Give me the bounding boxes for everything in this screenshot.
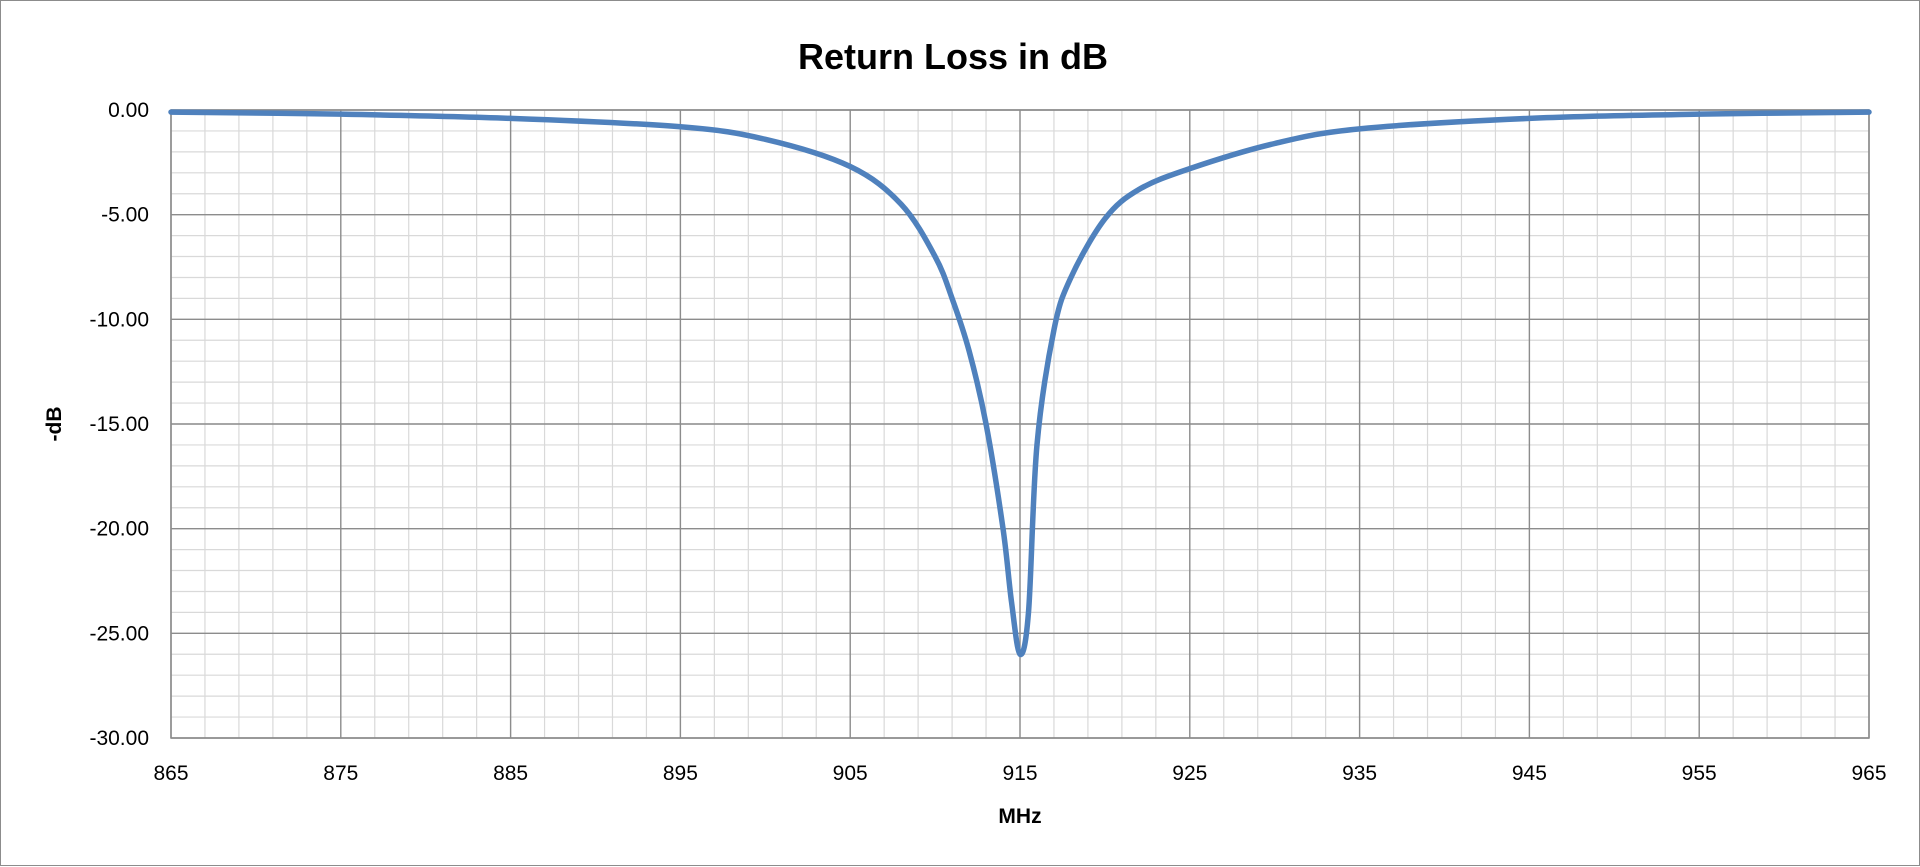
major-gridlines bbox=[170, 109, 1870, 739]
x-tick-label: 955 bbox=[1682, 762, 1717, 785]
x-tick-label: 915 bbox=[1002, 762, 1037, 785]
y-tick-label: -30.00 bbox=[89, 727, 149, 750]
series-layer bbox=[168, 109, 1872, 658]
y-tick-label: 0.00 bbox=[108, 99, 149, 122]
y-tick-label: -10.00 bbox=[89, 308, 149, 331]
y-axis-title: -dB bbox=[43, 407, 66, 442]
x-tick-label: 885 bbox=[493, 762, 528, 785]
x-tick-label: 865 bbox=[153, 762, 188, 785]
x-tick-label: 965 bbox=[1851, 762, 1886, 785]
y-tick-label: -25.00 bbox=[89, 622, 149, 645]
y-tick-label: -20.00 bbox=[89, 518, 149, 541]
chart-title: Return Loss in dB bbox=[798, 36, 1108, 77]
x-tick-label: 945 bbox=[1512, 762, 1547, 785]
x-axis-title: MHz bbox=[998, 805, 1041, 828]
x-tick-label: 895 bbox=[663, 762, 698, 785]
x-tick-label: 925 bbox=[1172, 762, 1207, 785]
plot-area-border bbox=[170, 109, 1870, 739]
y-tick-label: -15.00 bbox=[89, 413, 149, 436]
x-axis-tick-labels: 865 875 885 895 905 915 925 935 945 955 965 bbox=[153, 762, 1886, 785]
y-tick-label: -5.00 bbox=[101, 204, 149, 227]
x-tick-label: 935 bbox=[1342, 762, 1377, 785]
x-tick-label: 875 bbox=[323, 762, 358, 785]
y-axis-tick-labels: 0.00 -5.00 -10.00 -15.00 -20.00 -25.00 -30.00 bbox=[89, 99, 149, 750]
return-loss-series-line bbox=[168, 109, 1872, 658]
x-tick-label: 905 bbox=[833, 762, 868, 785]
